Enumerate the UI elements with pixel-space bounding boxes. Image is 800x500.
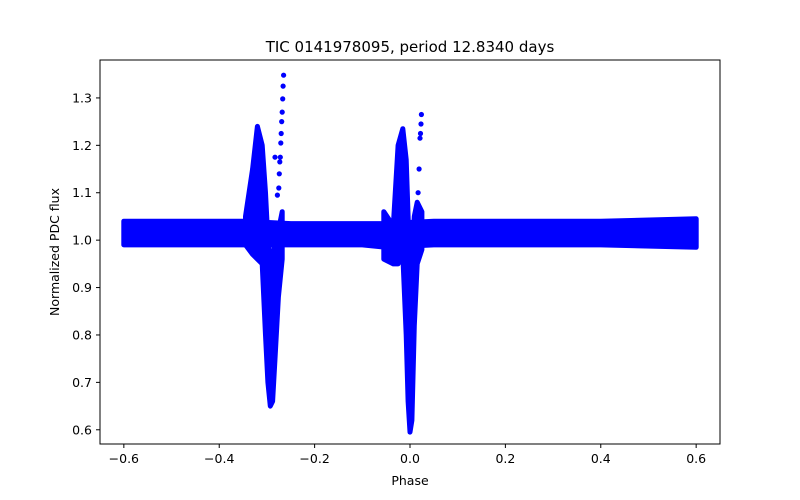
y-tick-label: 0.8 [72,327,92,342]
x-axis-label: Phase [391,473,429,488]
x-tick-label: −0.4 [204,451,234,466]
data-point [272,154,278,160]
data-band-1 [243,123,285,409]
x-tick-label: 0.0 [400,451,420,466]
x-tick-label: −0.2 [299,451,329,466]
y-tick-label: 1.2 [72,138,92,153]
y-tick-label: 1.3 [72,90,92,105]
y-tick-label: 0.7 [72,375,92,390]
data-point [281,72,287,78]
x-tick-label: −0.6 [109,451,139,466]
data-point [416,166,422,172]
data-point [417,135,423,141]
data-point [278,130,284,137]
data-point [415,190,421,196]
data-point [418,121,424,127]
y-tick-label: 1.1 [72,185,92,200]
data-point [274,192,280,198]
data-point [278,140,284,146]
y-tick-label: 1.0 [72,233,92,248]
x-tick-label: 0.2 [495,451,515,466]
data-point [418,111,424,118]
y-axis: 0.6 0.7 0.8 0.9 1.0 1.1 1.2 1.3 [72,90,100,437]
y-tick-label: 0.9 [72,280,92,295]
data-point [280,83,286,89]
data-point [417,130,424,137]
data-point [279,119,285,125]
chart-title: TIC 0141978095, period 12.8340 days [265,38,555,56]
data-point [276,171,282,177]
x-tick-label: 0.4 [591,451,611,466]
x-axis: −0.6 −0.4 −0.2 0.0 0.2 0.4 0.6 [109,444,706,466]
x-tick-label: 0.6 [686,451,706,466]
data-point [279,109,285,115]
data-point [280,96,286,102]
data-band-2 [381,126,425,435]
y-axis-label: Normalized PDC flux [47,188,62,316]
data-point [277,154,283,160]
data-point [276,185,282,191]
y-tick-label: 0.6 [72,422,92,437]
plot-area [121,72,699,435]
data-point [277,159,283,165]
